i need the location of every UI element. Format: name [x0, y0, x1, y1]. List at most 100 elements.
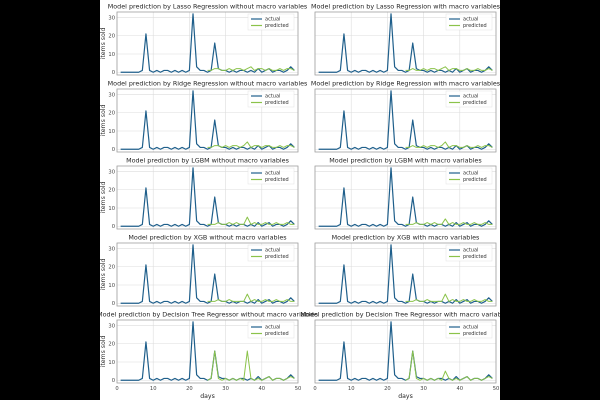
subplot-title: Model prediction by Lasso Regression wit… — [311, 3, 500, 11]
x-tick-label: 20 — [186, 386, 193, 392]
plot-frame — [314, 242, 497, 307]
subplot-2: Model prediction by Ridge Regression wit… — [100, 80, 308, 154]
series-predicted-line — [405, 66, 493, 71]
y-tick-label: 30 — [108, 246, 115, 252]
legend-label-predicted: predicted — [265, 254, 289, 260]
y-tick-label: 30 — [108, 15, 115, 21]
subplot-9: Model prediction by Decision Tree Regres… — [300, 311, 500, 393]
series-predicted-line — [207, 141, 295, 148]
subplot-grid: Model prediction by Lasso Regression wit… — [100, 3, 500, 400]
plot-frame — [314, 165, 497, 230]
legend-label-actual: actual — [265, 171, 280, 177]
y-tick-label: 10 — [108, 129, 115, 135]
subplot-title: Model prediction by Ridge Regression wit… — [311, 80, 500, 88]
series-predicted-line — [207, 293, 295, 302]
y-tick-label: 10 — [108, 206, 115, 212]
legend-label-predicted: predicted — [463, 100, 487, 106]
y-tick-label: 0 — [112, 301, 115, 307]
x-tick-label: 30 — [222, 386, 229, 392]
y-tick-label: 20 — [108, 342, 115, 348]
subplot-3: Model prediction by Ridge Regression wit… — [311, 80, 500, 153]
x-tick-label: 30 — [420, 386, 427, 392]
legend-label-predicted: predicted — [463, 177, 487, 183]
y-axis-label: items sold — [100, 182, 107, 214]
subplot-4: Model prediction by LGBM without macro v… — [100, 157, 299, 230]
x-tick-label: 0 — [115, 386, 118, 392]
legend-label-actual: actual — [463, 248, 478, 254]
subplot-title: Model prediction by LGBM with macro vari… — [329, 157, 482, 165]
figure: Model prediction by Lasso Regression wit… — [100, 0, 500, 400]
y-tick-label: 30 — [108, 92, 115, 98]
x-tick-label: 40 — [456, 386, 463, 392]
legend-label-actual: actual — [463, 325, 478, 331]
y-tick-label: 10 — [108, 360, 115, 366]
plot-frame — [314, 319, 497, 384]
y-tick-label: 20 — [108, 265, 115, 271]
x-tick-label: 10 — [150, 386, 157, 392]
legend-label-actual: actual — [265, 325, 280, 331]
y-axis-label: items sold — [100, 28, 107, 60]
subplot-0: Model prediction by Lasso Regression wit… — [100, 3, 308, 77]
series-actual-line — [120, 90, 295, 150]
series-actual-line — [120, 167, 295, 227]
y-tick-label: 0 — [112, 147, 115, 153]
subplot-1: Model prediction by Lasso Regression wit… — [311, 3, 500, 76]
subplot-title: Model prediction by XGB with macro varia… — [332, 234, 480, 242]
series-actual-line — [120, 244, 295, 304]
y-tick-label: 10 — [108, 52, 115, 58]
subplot-6: Model prediction by XGB without macro va… — [100, 234, 299, 307]
legend-label-actual: actual — [265, 248, 280, 254]
y-tick-label: 0 — [112, 224, 115, 230]
x-tick-label: 20 — [384, 386, 391, 392]
legend-label-predicted: predicted — [265, 331, 289, 337]
y-tick-label: 30 — [108, 169, 115, 175]
series-actual-line — [318, 244, 493, 304]
y-tick-label: 20 — [108, 188, 115, 194]
plot-frame — [116, 242, 299, 307]
plot-frame — [116, 165, 299, 230]
x-tick-label: 50 — [493, 386, 500, 392]
series-predicted-line — [207, 350, 295, 381]
plot-frame — [314, 88, 497, 153]
x-tick-label: 0 — [313, 386, 316, 392]
subplot-title: Model prediction by XGB without macro va… — [128, 234, 287, 242]
y-axis-label: items sold — [100, 336, 107, 368]
series-predicted-line — [405, 218, 493, 225]
subplot-title: Model prediction by LGBM without macro v… — [126, 157, 290, 165]
x-axis-label: days — [200, 393, 215, 400]
y-tick-label: 20 — [108, 34, 115, 40]
series-predicted-line — [405, 350, 493, 381]
y-axis-label: items sold — [100, 105, 107, 137]
legend-label-predicted: predicted — [463, 254, 487, 260]
legend-label-actual: actual — [463, 17, 478, 23]
y-axis-label: items sold — [100, 259, 107, 291]
subplot-7: Model prediction by XGB with macro varia… — [314, 234, 497, 307]
plot-frame — [116, 88, 299, 153]
subplot-5: Model prediction by LGBM with macro vari… — [314, 157, 497, 230]
x-axis-label: days — [398, 393, 413, 400]
y-tick-label: 20 — [108, 111, 115, 117]
subplot-title: Model prediction by Decision Tree Regres… — [100, 311, 319, 319]
x-tick-label: 40 — [258, 386, 265, 392]
y-tick-label: 10 — [108, 283, 115, 289]
legend-label-predicted: predicted — [265, 23, 289, 29]
legend-label-predicted: predicted — [265, 100, 289, 106]
legend-label-predicted: predicted — [463, 331, 487, 337]
series-predicted-line — [405, 141, 493, 148]
series-predicted-line — [207, 66, 295, 71]
subplot-title: Model prediction by Lasso Regression wit… — [108, 3, 308, 11]
legend-label-actual: actual — [265, 94, 280, 100]
series-predicted-line — [405, 293, 493, 302]
series-actual-line — [318, 167, 493, 227]
y-tick-label: 0 — [112, 70, 115, 76]
x-tick-label: 50 — [295, 386, 302, 392]
